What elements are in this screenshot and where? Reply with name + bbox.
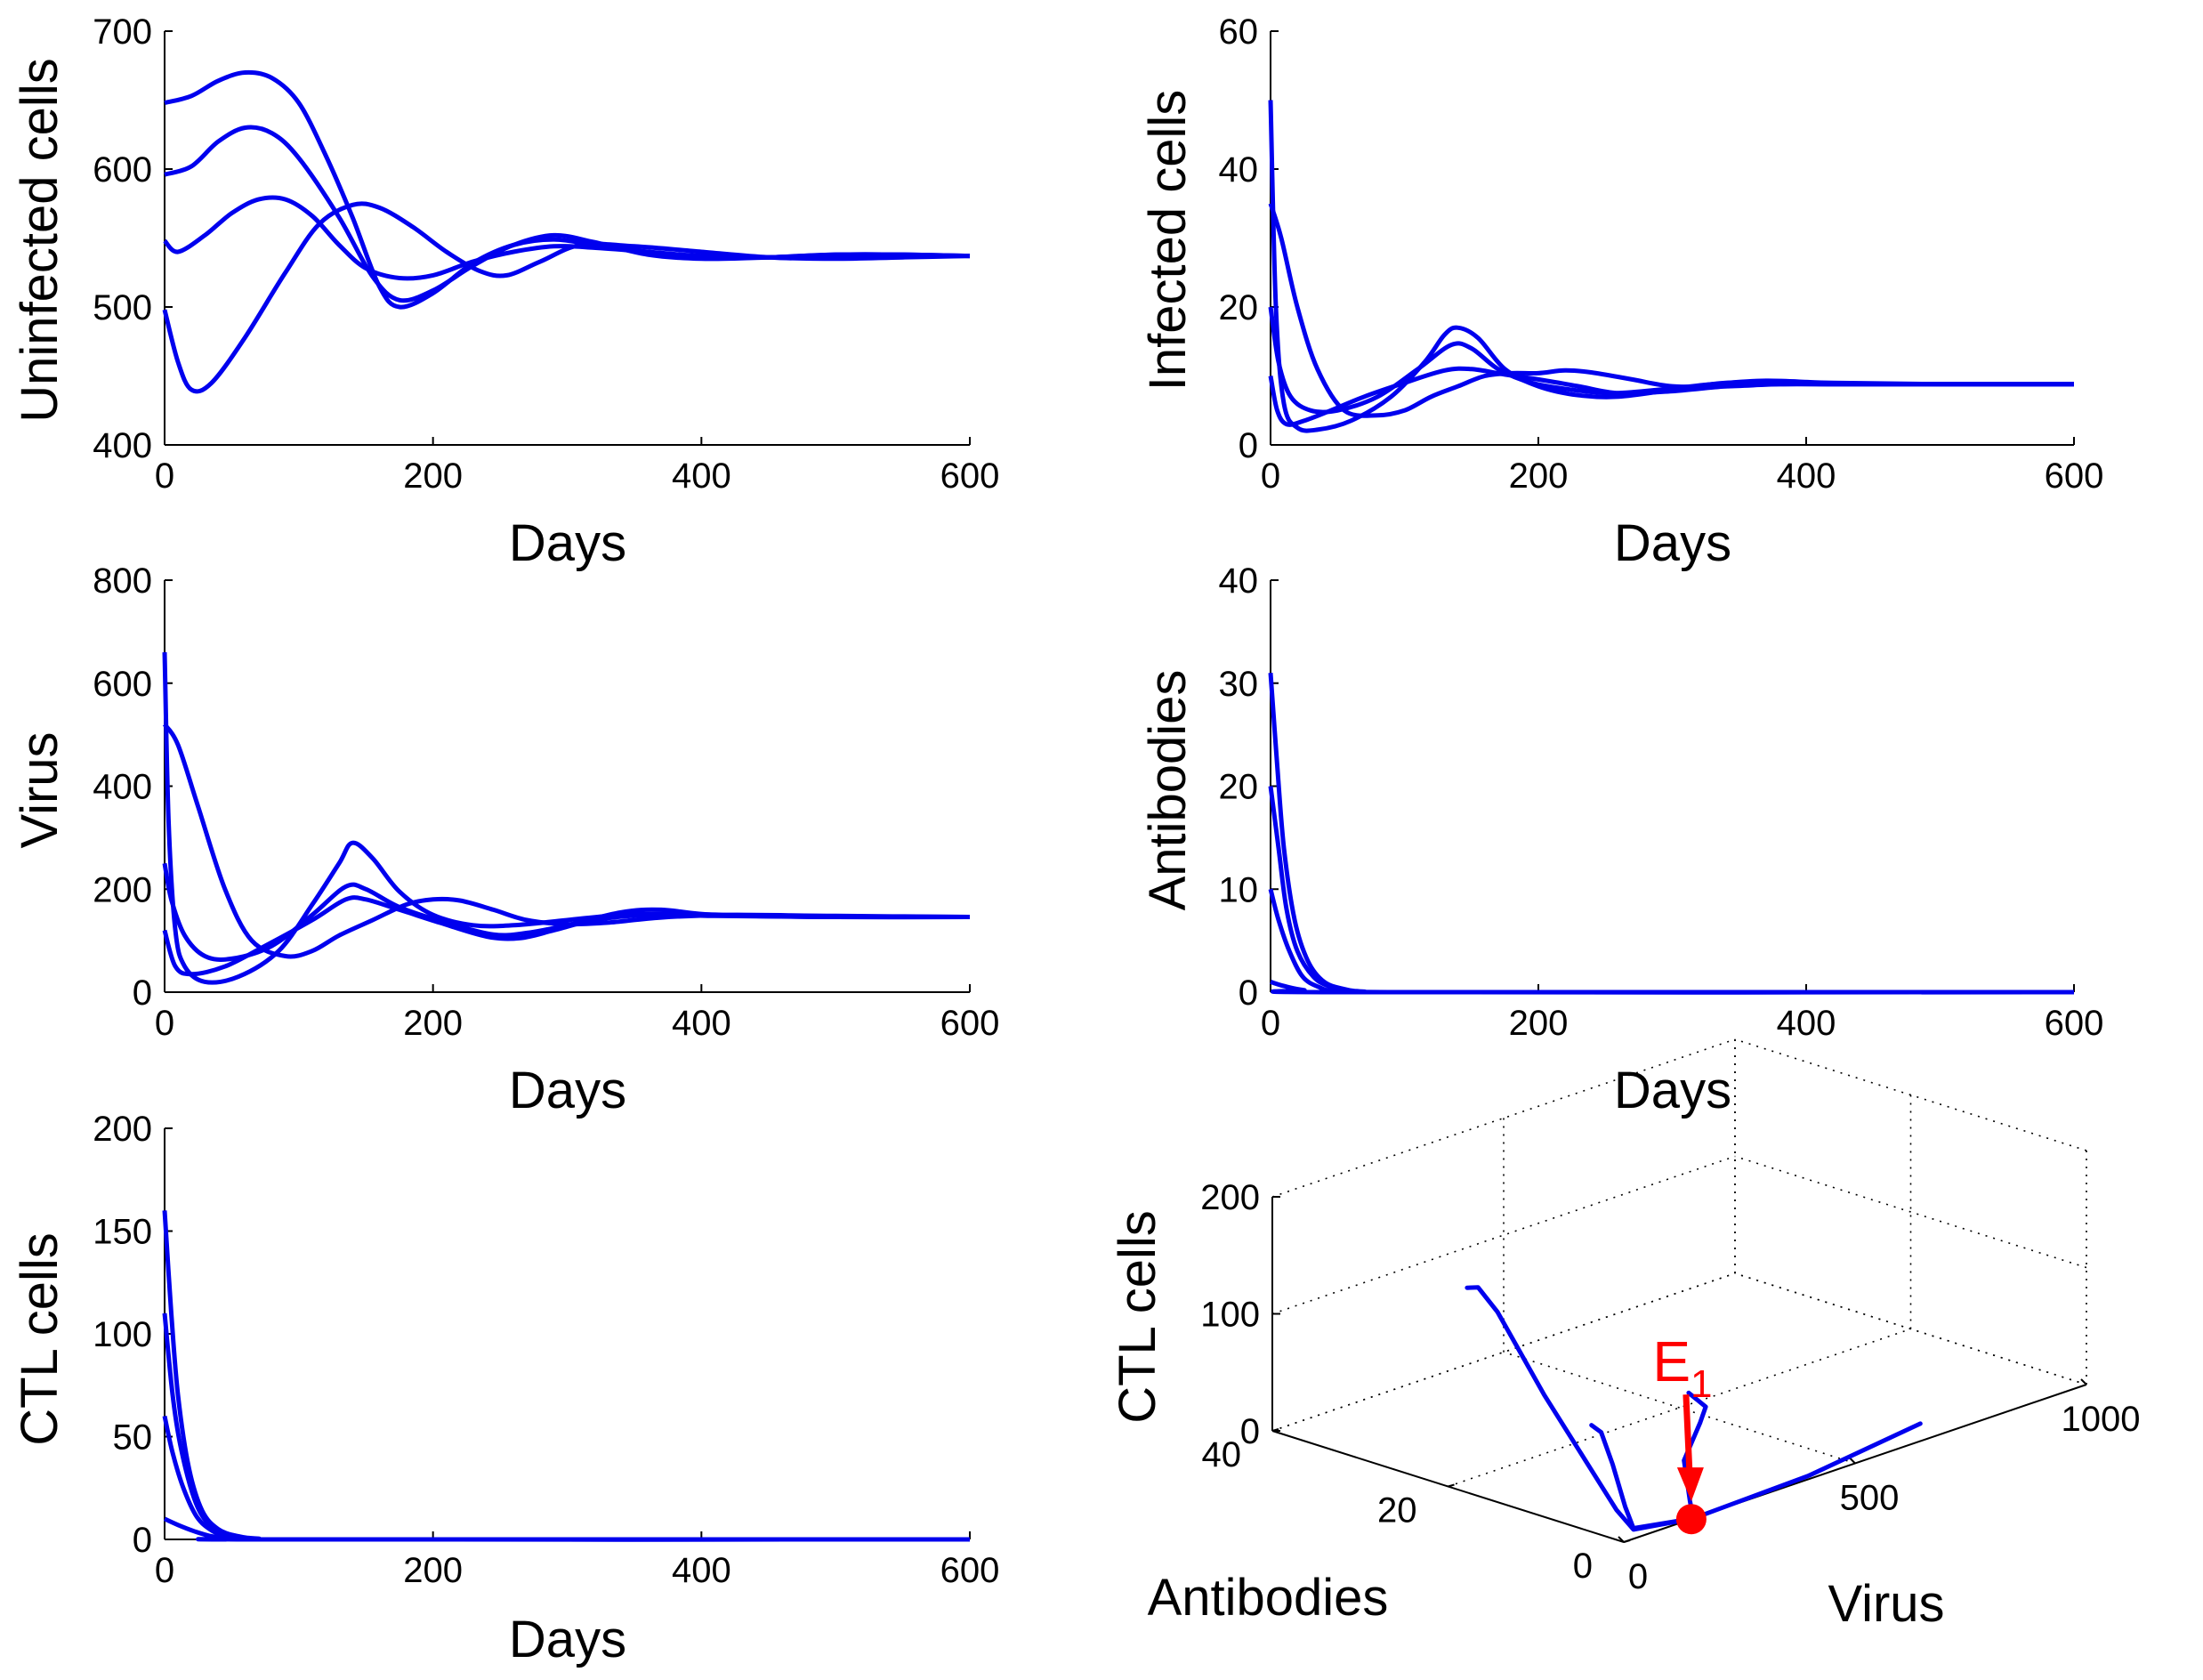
- equilibrium-arrow-shaft: [1683, 1393, 1693, 1474]
- y-tick-label: 600: [93, 665, 152, 704]
- y-tick-label: 400: [93, 426, 152, 465]
- x-tick-label: 200: [1509, 1004, 1569, 1043]
- y-tick-label: 500: [93, 288, 152, 327]
- y-tick-label: 0: [133, 973, 152, 1013]
- series-line-infected-4: [1268, 366, 2075, 427]
- series-line-antibodies-4: [1270, 980, 2075, 995]
- xlabel-ctl: Days: [509, 1611, 626, 1668]
- y-tick-label-3d: 0: [1573, 1547, 1593, 1586]
- y-tick-label: 600: [93, 150, 152, 190]
- x-tick-label: 600: [2045, 1004, 2104, 1043]
- series-line-uninfected-4: [162, 201, 971, 394]
- equilibrium-arrow-head: [1676, 1467, 1704, 1502]
- ylabel-3d: Antibodies: [1148, 1569, 1389, 1627]
- x-tick-label-3d: 500: [1840, 1479, 1900, 1518]
- grid-line: [1734, 1038, 2087, 1151]
- xlabel-virus: Days: [509, 1062, 626, 1119]
- grid-line: [1734, 1272, 2087, 1385]
- panel-uninfected-cells: 0 200 400 600 400 500 600 700 Days Uninfected c…: [11, 12, 999, 572]
- x-tick-label-3d: 0: [1628, 1557, 1648, 1596]
- ylabel-infected: Infected cells: [1139, 90, 1197, 392]
- panel-ctl-cells: 0 200 400 600 0 50 100 150 200 Days CTL cells: [11, 1110, 999, 1668]
- x-tick-label: 600: [940, 456, 1000, 496]
- x-tick-label: 200: [403, 456, 463, 496]
- x-tick-label: 0: [1261, 456, 1280, 496]
- y-tick-label: 800: [93, 561, 152, 601]
- equilibrium-label-e1: E1: [1652, 1329, 1712, 1406]
- y-tick-label: 100: [93, 1315, 152, 1354]
- y-tick-label: 50: [113, 1418, 153, 1458]
- ylabel-uninfected: Uninfected cells: [11, 58, 69, 422]
- z-tick-label-3d: 200: [1200, 1178, 1260, 1217]
- y-tick-label: 0: [1239, 973, 1258, 1013]
- y-tick-label: 40: [1219, 561, 1259, 601]
- x-tick-label: 400: [672, 1551, 731, 1590]
- y-tick-mark-3d: [1623, 1539, 1631, 1543]
- xlabel-3d: Virus: [1828, 1575, 1944, 1633]
- series-line-ctl-4: [163, 1516, 971, 1542]
- xlabel-infected: Days: [1614, 514, 1731, 572]
- trajectory-3d-1: [1691, 1421, 1923, 1521]
- y-tick-label: 700: [93, 12, 152, 52]
- ylabel-antibodies: Antibodies: [1139, 670, 1197, 911]
- x-tick-label: 400: [672, 1004, 731, 1043]
- grid-line: [1448, 1328, 1911, 1488]
- x-tick-mark-3d: [1618, 1536, 1625, 1543]
- grid-line: [1271, 1038, 1736, 1198]
- y-tick-label: 150: [93, 1213, 152, 1252]
- y-tick-mark-3d: [1448, 1483, 1455, 1488]
- x-tick-label: 200: [1509, 456, 1569, 496]
- x-tick-label: 0: [155, 1551, 174, 1590]
- trajectory-3d-4: [1589, 1423, 1696, 1531]
- panel-antibodies: 0 200 400 600 0 10 20 30 40 Days Antibodies: [1139, 561, 2103, 1119]
- grid-line: [1734, 1155, 2087, 1269]
- z-tick-label-3d: 100: [1200, 1296, 1260, 1335]
- x-tick-mark-3d: [2080, 1378, 2087, 1385]
- x-tick-label: 600: [940, 1004, 1000, 1043]
- y-tick-label: 30: [1219, 665, 1259, 704]
- y-tick-label-3d: 40: [1202, 1435, 1242, 1474]
- x-tick-label: 200: [403, 1551, 463, 1590]
- zlabel-3d: CTL cells: [1109, 1210, 1166, 1424]
- grid-line: [1271, 1272, 1736, 1432]
- ylabel-ctl: CTL cells: [11, 1232, 69, 1446]
- trajectory-3d-2: [1682, 1390, 1708, 1521]
- series-line-virus-4: [162, 895, 971, 977]
- y-tick-label: 60: [1219, 12, 1259, 52]
- y-tick-label-3d: 20: [1377, 1491, 1417, 1531]
- x-tick-label: 0: [155, 456, 174, 496]
- grid-line: [1271, 1155, 1736, 1315]
- x-tick-label: 400: [1777, 1004, 1836, 1043]
- x-tick-mark-3d: [1849, 1457, 1856, 1465]
- x-tick-label: 200: [403, 1004, 463, 1043]
- panel-virus: 0 200 400 600 0 200 400 600 800 Days Virus: [11, 561, 999, 1119]
- xlabel-antibodies: Days: [1614, 1062, 1731, 1119]
- y-tick-label: 20: [1219, 768, 1259, 807]
- y-tick-label: 400: [93, 768, 152, 807]
- x-tick-label: 600: [940, 1551, 1000, 1590]
- x-tick-label: 400: [1777, 456, 1836, 496]
- y-tick-label: 10: [1219, 870, 1259, 909]
- x-tick-label: 0: [1261, 1004, 1280, 1043]
- x-tick-label: 600: [2045, 456, 2104, 496]
- y-tick-label: 200: [93, 1110, 152, 1149]
- y-tick-label: 0: [1239, 426, 1258, 465]
- x-tick-label: 400: [672, 456, 731, 496]
- y-tick-label: 200: [93, 870, 152, 909]
- y-tick-label: 0: [133, 1521, 152, 1560]
- ylabel-virus: Virus: [11, 731, 69, 848]
- x-tick-label: 0: [155, 1004, 174, 1043]
- equilibrium-point-e1: [1675, 1504, 1707, 1535]
- x-tick-label-3d: 1000: [2062, 1400, 2141, 1439]
- grid-line: [1503, 1351, 1856, 1465]
- xlabel-uninfected: Days: [509, 514, 626, 572]
- y-tick-label: 40: [1219, 150, 1259, 190]
- z-tick-label-3d: 0: [1240, 1412, 1260, 1451]
- panel-infected-cells: 0 200 400 600 0 20 40 60 Days Infected cells: [1139, 12, 2103, 572]
- y-tick-label: 20: [1219, 288, 1259, 327]
